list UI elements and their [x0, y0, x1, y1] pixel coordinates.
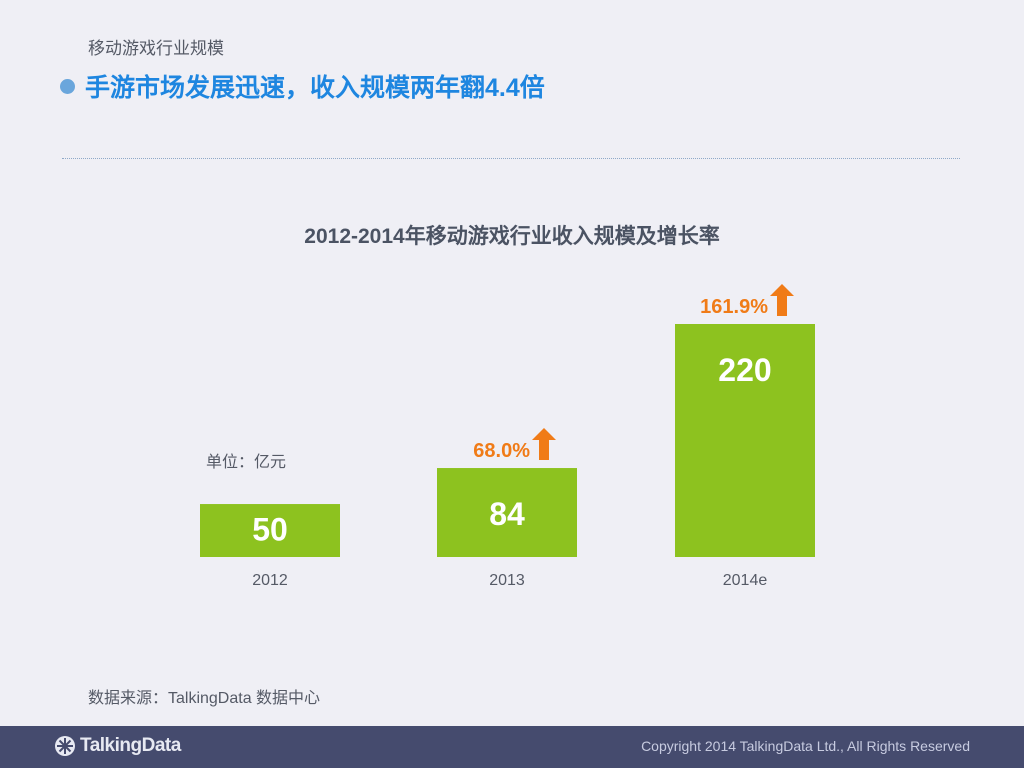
divider	[62, 158, 960, 159]
data-source: 数据来源：TalkingData 数据中心	[88, 690, 321, 707]
category-label: 2014e	[723, 572, 768, 589]
bar	[675, 324, 815, 557]
page-title: 手游市场发展迅速，收入规模两年翻4.4倍	[85, 74, 545, 102]
bullet-dot-icon	[60, 78, 75, 94]
growth-rate-label: 161.9%	[700, 296, 768, 318]
bar-value-label: 220	[718, 352, 771, 388]
growth-rate-label: 68.0%	[473, 440, 530, 462]
chart-title: 2012-2014年移动游戏行业收入规模及增长率	[304, 225, 720, 248]
talkingdata-logo-icon	[55, 736, 75, 756]
logo-text: TalkingData	[80, 735, 181, 756]
category-label: 2013	[489, 572, 525, 589]
bar-value-label: 84	[489, 496, 525, 532]
bar	[437, 468, 577, 557]
up-arrow-icon	[532, 428, 556, 461]
bar	[200, 504, 340, 557]
copyright: Copyright 2014 TalkingData Ltd., All Rig…	[641, 738, 970, 754]
section-label: 移动游戏行业规模	[88, 39, 224, 58]
bar-chart: 50 2012 84 2013 68.0% 220 2014e 161.9%	[200, 284, 815, 589]
bar-value-label: 50	[252, 512, 288, 548]
category-label: 2012	[252, 572, 288, 589]
talkingdata-logo: TalkingData	[54, 735, 181, 757]
footer-bar: TalkingData Copyright 2014 TalkingData L…	[0, 726, 1024, 768]
unit-label: 单位：亿元	[206, 454, 287, 471]
up-arrow-icon	[770, 284, 794, 316]
headline-row: 手游市场发展迅速，收入规模两年翻4.4倍	[60, 68, 545, 104]
